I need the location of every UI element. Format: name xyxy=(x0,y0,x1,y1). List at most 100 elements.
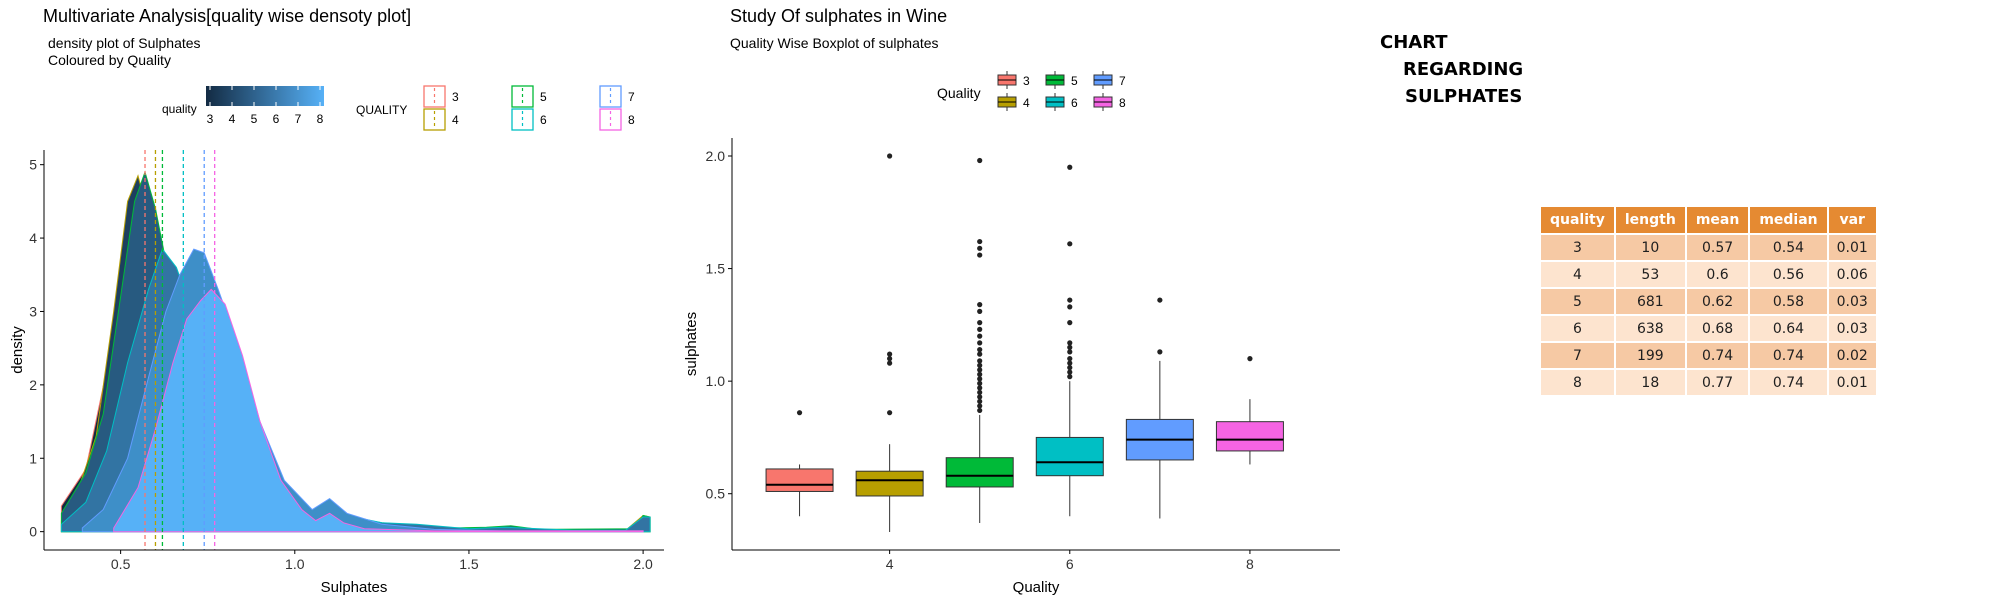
density-x-tick-label: 1.5 xyxy=(459,556,479,572)
stats-table-cell: 0.57 xyxy=(1685,234,1751,262)
box-title: Study Of sulphates in Wine xyxy=(730,6,947,26)
stats-table-cell: 3 xyxy=(1541,234,1616,262)
density-y-axis-label: density xyxy=(9,326,26,374)
line-legend-label-7: 7 xyxy=(628,90,635,104)
line-legend: 3 4 5 6 7 8 xyxy=(423,85,635,131)
density-y-tick-label: 4 xyxy=(29,230,37,246)
stats-table-cell: 18 xyxy=(1614,369,1687,397)
stats-table-cell: 0.03 xyxy=(1827,288,1878,316)
fill-legend-label: 6 xyxy=(273,112,280,126)
density-chart: Multivariate Analysis[quality wise denso… xyxy=(9,6,664,596)
density-title: Multivariate Analysis[quality wise denso… xyxy=(43,6,411,26)
box-legend: 3 4 5 6 7 8 xyxy=(997,71,1126,111)
box-legend-label-7: 7 xyxy=(1119,74,1126,88)
line-legend-title: QUALITY xyxy=(356,103,407,117)
stats-table-row: 5 681 0.62 0.58 0.03 xyxy=(1541,288,1878,316)
outlier-point-quality-6 xyxy=(1067,164,1073,170)
fill-legend-label: 3 xyxy=(207,112,214,126)
stats-table-header-cell: quality xyxy=(1541,207,1616,235)
outlier-point-quality-7 xyxy=(1157,349,1163,355)
fill-legend-colorbar xyxy=(206,86,324,106)
outlier-point-quality-5 xyxy=(977,340,983,346)
outlier-point-quality-6 xyxy=(1067,356,1073,362)
box-x-tick-label: 8 xyxy=(1246,556,1254,572)
outlier-point-quality-5 xyxy=(977,326,983,332)
fill-legend-label: 4 xyxy=(229,112,236,126)
stats-table-cell: 10 xyxy=(1614,234,1687,262)
box-x-tick-label: 6 xyxy=(1066,556,1074,572)
outlier-point-quality-4 xyxy=(887,410,893,416)
box-plot: 0.5 1.0 1.5 2.0 4 6 8 Quality sulphates xyxy=(683,138,1340,596)
outlier-point-quality-6 xyxy=(1067,365,1073,371)
box-y-tick-label: 2.0 xyxy=(706,148,726,164)
line-legend-label-6: 6 xyxy=(540,113,547,127)
stats-table-cell: 0.77 xyxy=(1685,369,1751,397)
stats-table-cell: 0.6 xyxy=(1685,261,1751,289)
box-legend-label-6: 6 xyxy=(1071,96,1078,110)
outlier-point-quality-5 xyxy=(977,398,983,405)
outlier-point-quality-5 xyxy=(977,351,983,357)
line-legend-label-8: 8 xyxy=(628,113,635,127)
heading-line-1: CHART xyxy=(1380,32,1448,53)
stats-table-cell: 5 xyxy=(1541,288,1616,316)
stats-table-cell: 53 xyxy=(1614,261,1687,289)
density-x-tick-label: 0.5 xyxy=(111,556,131,572)
density-x-tick-label: 1.0 xyxy=(285,556,305,572)
fill-legend-ticks: 3 4 5 6 7 8 xyxy=(207,86,324,126)
density-plot: 0 1 2 3 4 5 0.5 1.0 1.5 2.0 Sulphates density xyxy=(9,150,664,596)
box-legend-label-3: 3 xyxy=(1023,74,1030,88)
outlier-point-quality-5 xyxy=(977,407,983,414)
box-x-tick-label: 4 xyxy=(886,556,894,572)
outlier-point-quality-6 xyxy=(1067,297,1073,303)
box-chart: Study Of sulphates in Wine Quality Wise … xyxy=(683,6,1340,596)
stats-table-cell: 0.06 xyxy=(1827,261,1878,289)
heading-line-3: SULPHATES xyxy=(1405,86,1523,107)
stats-table: quality length mean median var 3 10 0.57 0.54 0.… xyxy=(1541,207,1878,397)
box-quality-3 xyxy=(765,468,834,492)
outlier-point-quality-6 xyxy=(1067,304,1073,310)
outlier-point-quality-6 xyxy=(1067,349,1073,355)
density-y-tick-label: 3 xyxy=(29,303,37,319)
outlier-point-quality-6 xyxy=(1067,360,1073,366)
stats-table-header-cell: median xyxy=(1749,207,1829,235)
stats-table-row: 7 199 0.74 0.74 0.02 xyxy=(1541,342,1878,370)
stats-table-cell: 0.03 xyxy=(1827,315,1878,343)
stats-table-body: 3 10 0.57 0.54 0.01 4 53 0.6 0.56 0.06 5 681 0.62 0.5… xyxy=(1541,234,1878,397)
outlier-point-quality-5 xyxy=(977,347,983,353)
stats-table-cell: 0.62 xyxy=(1685,288,1751,316)
fill-legend-label: 8 xyxy=(317,112,324,126)
outlier-point-quality-3 xyxy=(796,410,803,416)
outlier-point-quality-5 xyxy=(977,371,983,377)
line-legend-label-5: 5 xyxy=(540,90,547,104)
outlier-point-quality-4 xyxy=(887,351,893,357)
outlier-point-quality-5 xyxy=(977,358,983,364)
outlier-point-quality-5 xyxy=(977,238,983,245)
stats-table-cell: 0.74 xyxy=(1749,342,1829,370)
stats-table-cell: 0.01 xyxy=(1827,369,1878,397)
stats-table-row: 4 53 0.6 0.56 0.06 xyxy=(1541,261,1878,289)
outlier-point-quality-7 xyxy=(1157,297,1163,303)
stats-table-cell: 199 xyxy=(1614,342,1687,370)
box-quality-6 xyxy=(1035,436,1104,477)
stats-table-cell: 0.56 xyxy=(1749,261,1829,289)
stats-table-cell: 0.74 xyxy=(1685,342,1751,370)
box-quality-4 xyxy=(855,470,924,497)
stats-table-cell: 7 xyxy=(1541,342,1616,370)
outlier-point-quality-6 xyxy=(1067,320,1073,326)
line-legend-label-3: 3 xyxy=(452,90,459,104)
outlier-point-quality-5 xyxy=(977,367,983,373)
outlier-point-quality-5 xyxy=(977,320,983,326)
outlier-point-quality-5 xyxy=(977,380,983,386)
fill-legend-label: 5 xyxy=(251,112,258,126)
box-legend-label-8: 8 xyxy=(1119,96,1126,110)
stats-table-row: 6 638 0.68 0.64 0.03 xyxy=(1541,315,1878,343)
outlier-point-quality-6 xyxy=(1067,340,1073,346)
stats-table-cell: 0.54 xyxy=(1749,234,1829,262)
outlier-point-quality-5 xyxy=(977,308,983,314)
outlier-point-quality-4 xyxy=(887,153,893,159)
stats-table-cell: 4 xyxy=(1541,261,1616,289)
box-quality-5 xyxy=(945,457,1014,488)
density-x-axis-label: Sulphates xyxy=(321,579,388,596)
stats-table-cell: 0.02 xyxy=(1827,342,1878,370)
density-y-tick-label: 1 xyxy=(29,450,37,466)
